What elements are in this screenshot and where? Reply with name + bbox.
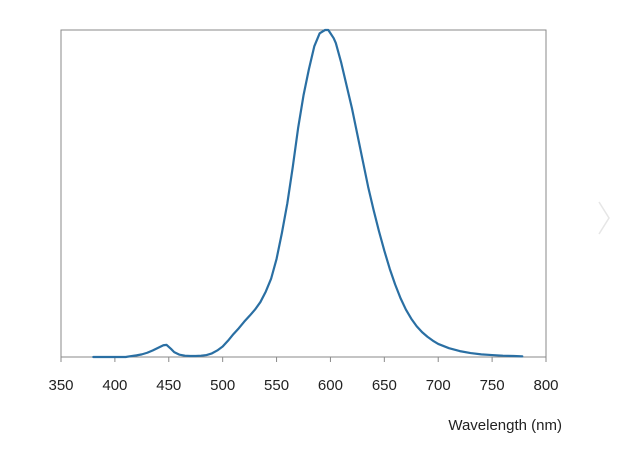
chevron-right-icon[interactable] bbox=[596, 200, 612, 236]
x-tick-label-500: 500 bbox=[210, 377, 235, 394]
x-tick-label-400: 400 bbox=[102, 377, 127, 394]
x-axis-ticks bbox=[60, 357, 547, 362]
x-tick-label-650: 650 bbox=[372, 377, 397, 394]
series-line bbox=[92, 28, 524, 359]
plot-frame bbox=[60, 29, 547, 358]
x-tick-label-550: 550 bbox=[264, 377, 289, 394]
x-tick-label-600: 600 bbox=[318, 377, 343, 394]
x-axis-title: Wavelength (nm) bbox=[448, 417, 562, 434]
x-axis-tick-labels: 350 400 450 500 550 600 650 700 750 800 bbox=[48, 377, 558, 394]
x-tick-label-750: 750 bbox=[480, 377, 505, 394]
x-tick-label-700: 700 bbox=[426, 377, 451, 394]
x-tick-label-450: 450 bbox=[156, 377, 181, 394]
x-tick-label-800: 800 bbox=[533, 377, 558, 394]
x-tick-label-350: 350 bbox=[48, 377, 73, 394]
